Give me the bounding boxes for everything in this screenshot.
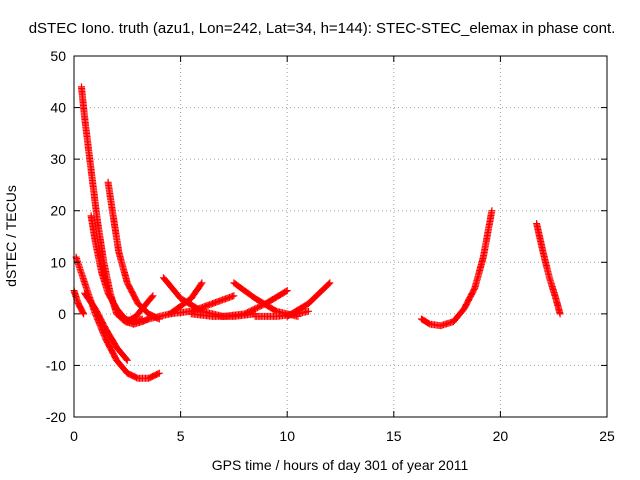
data-point-marks xyxy=(283,300,311,320)
axis-ticks: 0 5 10 15 20 25 -20 -10 0 10 20 30 40 50 xyxy=(46,48,615,444)
x-tick-label: 15 xyxy=(386,428,402,444)
data-point-marks xyxy=(104,289,120,311)
data-point-marks xyxy=(145,369,163,382)
data-point-marks xyxy=(545,274,559,301)
data-point-marks xyxy=(241,300,268,318)
data-point-marks xyxy=(294,307,312,318)
data-point-marks xyxy=(262,287,291,307)
data-point-marks xyxy=(102,336,120,363)
data-point-marks xyxy=(140,292,157,310)
data-point-marks xyxy=(113,356,130,376)
series-1 xyxy=(87,212,146,326)
grid-lines xyxy=(74,56,607,417)
data-point-marks xyxy=(130,315,146,326)
series-12 xyxy=(219,287,291,320)
data-point-marks xyxy=(533,220,547,254)
x-axis-label: GPS time / hours of day 301 of year 2011 xyxy=(212,457,469,473)
data-point-marks xyxy=(552,294,564,318)
data-point-marks xyxy=(160,274,184,301)
y-tick-label: 40 xyxy=(50,100,66,116)
y-axis-label: dSTEC / TECUs xyxy=(3,185,19,287)
data-point-marks xyxy=(74,300,88,318)
chart-title: dSTEC Iono. truth (azu1, Lon=242, Lat=34… xyxy=(29,20,616,37)
data-point-marks xyxy=(81,289,98,311)
data-point-marks xyxy=(91,238,105,275)
data-point-marks xyxy=(209,292,238,307)
data-marks xyxy=(70,83,564,382)
data-point-marks xyxy=(187,279,206,302)
data-point-marks xyxy=(471,255,487,292)
y-tick-label: 30 xyxy=(50,151,66,167)
series-14 xyxy=(283,279,334,320)
data-point-marks xyxy=(113,343,131,364)
series-16 xyxy=(533,220,564,318)
data-point-marks xyxy=(123,279,141,306)
x-tick-label: 5 xyxy=(177,428,185,444)
series-5 xyxy=(81,289,131,364)
series-15 xyxy=(418,207,496,330)
plot-frame xyxy=(73,55,608,418)
data-point-marks xyxy=(113,305,128,322)
data-point-marks xyxy=(87,166,101,223)
data-point-marks xyxy=(479,207,496,261)
data-point-marks xyxy=(81,114,95,172)
data-point-marks xyxy=(72,253,88,285)
series-6 xyxy=(123,292,157,326)
data-point-marks xyxy=(230,279,258,301)
x-tick-label: 20 xyxy=(493,428,509,444)
series-2 xyxy=(104,178,163,323)
x-tick-label: 10 xyxy=(279,428,295,444)
y-tick-label: 10 xyxy=(50,254,66,270)
data-point-marks xyxy=(123,313,139,326)
data-point-marks xyxy=(539,248,553,280)
data-point-marks xyxy=(78,83,88,120)
y-tick-label: -20 xyxy=(46,409,66,425)
data-point-marks xyxy=(115,248,131,285)
data-point-marks xyxy=(91,305,109,332)
data-point-marks xyxy=(460,285,478,313)
y-tick-label: -10 xyxy=(46,357,66,373)
data-point-marks xyxy=(94,217,108,265)
y-tick-label: 20 xyxy=(50,203,66,219)
x-tick-label: 0 xyxy=(70,428,78,444)
data-point-marks xyxy=(98,269,112,296)
y-tick-label: 50 xyxy=(50,48,66,64)
data-point-marks xyxy=(102,325,120,350)
data-point-marks xyxy=(450,306,467,326)
data-point-marks xyxy=(305,279,334,307)
y-tick-label: 0 xyxy=(58,306,66,322)
x-tick-label: 25 xyxy=(599,428,615,444)
data-point-marks xyxy=(132,303,147,320)
data-point-marks xyxy=(418,315,433,327)
data-point-marks xyxy=(145,310,172,323)
data-point-marks xyxy=(108,207,122,254)
